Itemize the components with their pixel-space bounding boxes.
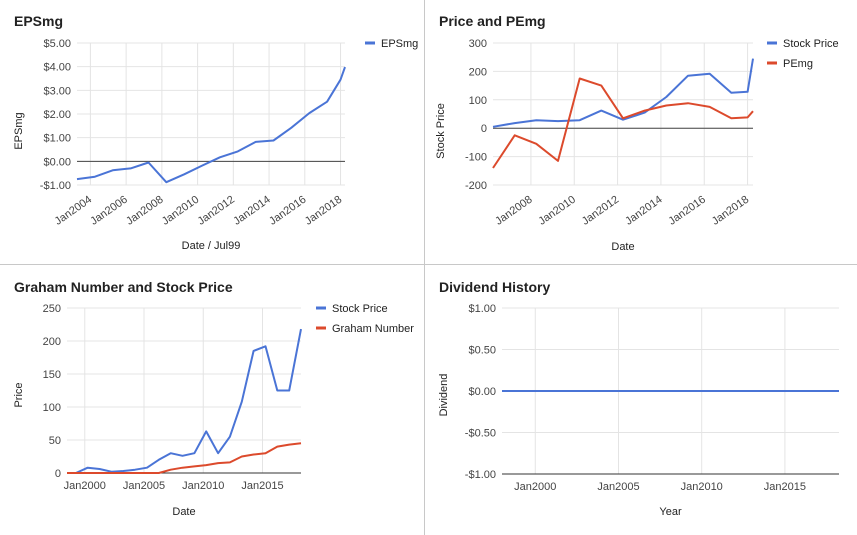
x-tick-label: Jan2006 <box>88 194 129 228</box>
y-tick-label: 150 <box>43 369 61 381</box>
y-axis-label: EPSmg <box>13 112 25 149</box>
legend-label: Stock Price <box>332 303 388 315</box>
chart-panel-price-pemg: Price and PEmg 300 200 100 0 -100 -200 Jan2008 J… <box>425 0 857 265</box>
y-tick-label: -$1.00 <box>40 180 71 192</box>
y-tick-label: 100 <box>43 402 61 414</box>
legend-label: PEmg <box>783 58 813 70</box>
y-tick-label: $1.00 <box>43 133 71 145</box>
y-tick-label: 200 <box>469 66 487 78</box>
x-tick-label: Jan2010 <box>160 194 201 228</box>
chart-panel-graham-number: Graham Number and Stock Price 250 200 150 10… <box>0 265 425 535</box>
y-tick-label: 300 <box>469 38 487 50</box>
series-line-epsmg <box>76 66 346 184</box>
y-tick-label: $0.00 <box>43 156 71 168</box>
y-tick-label: $3.00 <box>43 85 71 97</box>
y-tick-label: -$1.00 <box>465 469 496 481</box>
chart-svg: EPSmg $5.00 $4.00 $3.00 $2.00 $1.00 $0.00 -$1.0… <box>13 13 418 252</box>
series-line-pemg <box>492 77 754 169</box>
y-tick-label: $0.50 <box>468 345 496 357</box>
y-tick-label: -200 <box>465 180 487 192</box>
y-axis-label: Stock Price <box>435 103 447 159</box>
y-tick-label: -100 <box>465 152 487 164</box>
legend-label: EPSmg <box>381 38 418 50</box>
x-tick-label: Jan2018 <box>710 194 751 228</box>
x-tick-label: Jan2016 <box>267 194 308 228</box>
x-tick-label: Jan2012 <box>196 194 237 228</box>
y-tick-label: 200 <box>43 336 61 348</box>
y-tick-label: 50 <box>49 435 61 447</box>
y-axis-label: Dividend <box>438 374 450 417</box>
chart-title: EPSmg <box>14 13 63 29</box>
x-tick-label: Jan2004 <box>53 194 94 228</box>
x-tick-label: Jan2016 <box>667 194 708 228</box>
x-axis-label: Date <box>611 241 634 253</box>
y-tick-label: 250 <box>43 303 61 315</box>
y-tick-label: $2.00 <box>43 109 71 121</box>
x-tick-label: Jan2010 <box>182 480 224 492</box>
series-line-stock-price <box>67 328 302 474</box>
x-axis-label: Year <box>659 506 682 518</box>
y-tick-label: -$0.50 <box>465 428 496 440</box>
x-tick-label: Jan2010 <box>537 194 578 228</box>
x-tick-label: Jan2014 <box>231 194 272 228</box>
y-axis-label: Price <box>13 382 25 407</box>
x-axis-label: Date / Jul99 <box>182 240 241 252</box>
y-tick-label: $1.00 <box>468 303 496 315</box>
legend-label: Stock Price <box>783 38 839 50</box>
x-tick-label: Jan2008 <box>124 194 165 228</box>
x-tick-label: Jan2008 <box>493 194 534 228</box>
y-tick-label: 0 <box>481 123 487 135</box>
x-tick-label: Jan2010 <box>681 481 723 493</box>
chart-title: Dividend History <box>439 279 550 295</box>
y-tick-label: 100 <box>469 95 487 107</box>
series-line-stock-price <box>492 58 754 128</box>
y-tick-label: $0.00 <box>468 386 496 398</box>
series-line-graham-number <box>67 442 302 474</box>
x-tick-label: Jan2015 <box>241 480 283 492</box>
x-tick-label: Jan2000 <box>64 480 106 492</box>
chart-svg: Dividend History $1.00 $0.50 $0.00 -$0.50 -$1… <box>438 279 839 518</box>
y-tick-label: 0 <box>55 468 61 480</box>
chart-title: Graham Number and Stock Price <box>14 279 233 295</box>
x-tick-label: Jan2005 <box>597 481 639 493</box>
chart-svg: Graham Number and Stock Price 250 200 150 10… <box>13 279 414 518</box>
chart-panel-dividend-history: Dividend History $1.00 $0.50 $0.00 -$0.50 -$1… <box>425 265 857 535</box>
x-tick-label: Jan2000 <box>514 481 556 493</box>
x-tick-label: Jan2012 <box>580 194 621 228</box>
x-tick-label: Jan2018 <box>303 194 344 228</box>
x-tick-label: Jan2005 <box>123 480 165 492</box>
x-axis-label: Date <box>172 506 195 518</box>
y-tick-label: $4.00 <box>43 62 71 74</box>
chart-panel-epsmg: EPSmg $5.00 $4.00 $3.00 $2.00 $1.00 $0.00 -$1.0… <box>0 0 425 265</box>
x-tick-label: Jan2015 <box>764 481 806 493</box>
x-tick-label: Jan2014 <box>623 194 664 228</box>
y-tick-label: $5.00 <box>43 38 71 50</box>
chart-title: Price and PEmg <box>439 13 546 29</box>
legend-label: Graham Number <box>332 323 414 335</box>
